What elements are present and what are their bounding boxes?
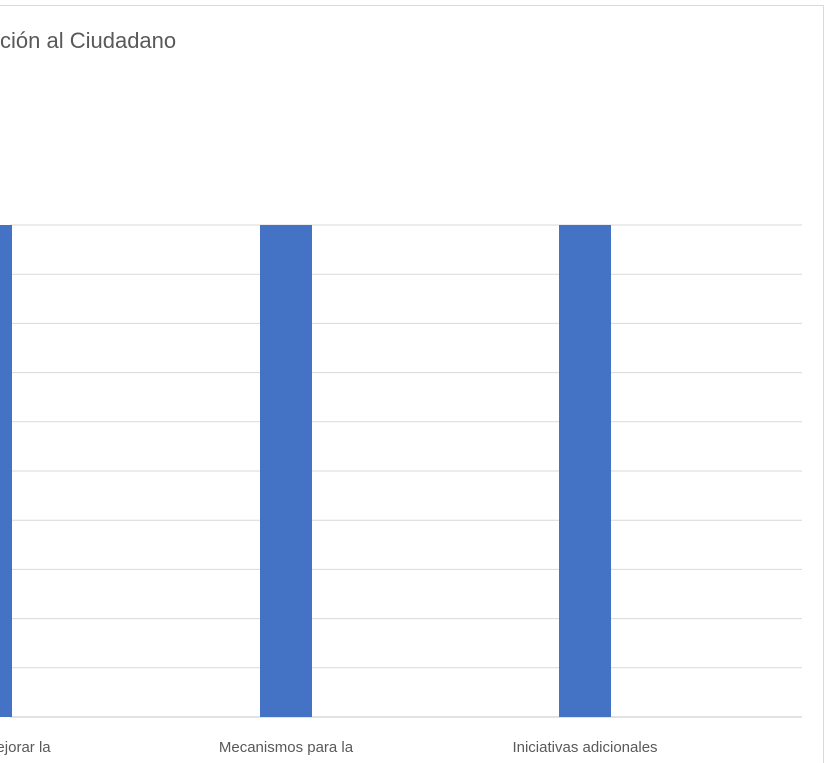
bars — [0, 225, 611, 717]
x-tick-label-1: nos para mejorar la — [0, 739, 51, 756]
bar-1 — [0, 225, 12, 717]
bar-2 — [260, 225, 312, 717]
chart-title: ción al Ciudadano — [0, 28, 177, 53]
bar-3 — [559, 225, 611, 717]
x-tick-label-2: Mecanismos para la — [219, 739, 354, 756]
gridlines — [10, 224, 802, 718]
x-tick-label-3: Iniciativas adicionales — [512, 739, 657, 756]
x-axis-labels: nos para mejorar la Mecanismos para la Ini… — [0, 739, 658, 756]
